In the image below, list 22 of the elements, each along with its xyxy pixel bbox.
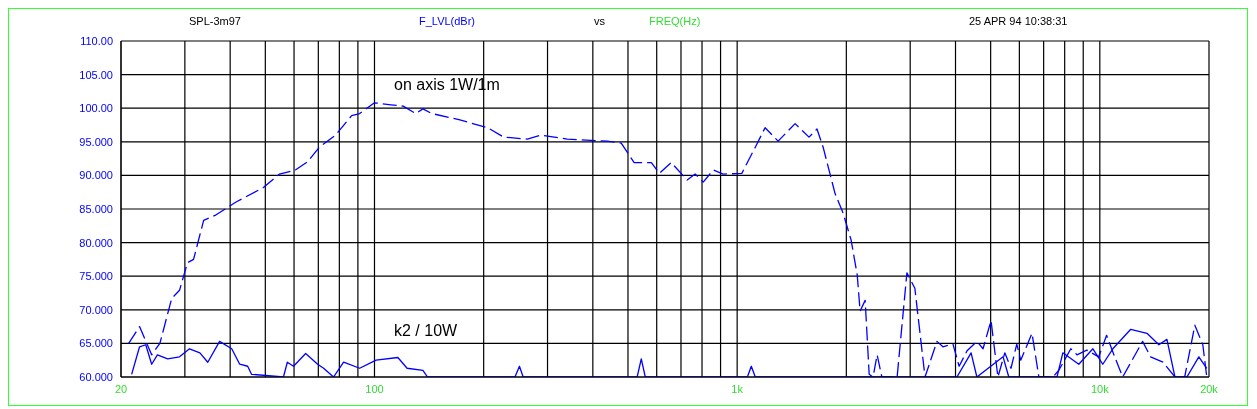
x-tick-label: 1k — [731, 382, 744, 395]
text: vs — [594, 15, 605, 27]
y-tick-label: 100.00 — [79, 102, 113, 115]
chart-title: SPL-3m97 — [189, 15, 241, 27]
y-tick-label: 85.000 — [79, 202, 113, 215]
y-tick-label: 70.000 — [79, 303, 113, 316]
y-tick-label: 60.000 — [79, 370, 113, 383]
x-tick-label: 20 — [114, 382, 128, 395]
y-tick-label: 90.000 — [79, 169, 113, 182]
x-tick-label: 100 — [365, 382, 384, 395]
x-tick-label: 10k — [1090, 382, 1110, 395]
y-axis-title: F_LVL(dBr) — [419, 15, 476, 27]
y-tick-label: 75.000 — [79, 270, 113, 283]
annotation: k2 / 10W — [394, 322, 458, 340]
y-tick-label: 65.000 — [79, 337, 113, 350]
y-tick-label: 110.00 — [80, 34, 113, 47]
y-tick-label: 105.00 — [79, 68, 113, 81]
y-tick-label: 80.000 — [79, 236, 113, 249]
y-tick-label: 95.000 — [79, 135, 113, 148]
x-axis-title: FREQ(Hz) — [649, 15, 701, 27]
x-tick-label: 20k — [1200, 382, 1219, 395]
text: 25 APR 94 10:38:31 — [969, 15, 1068, 27]
